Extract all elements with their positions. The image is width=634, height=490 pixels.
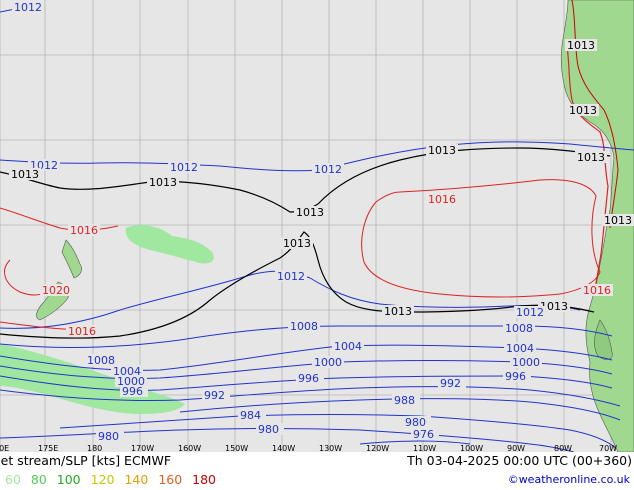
lon-label-1: 175E bbox=[38, 444, 58, 452]
lon-label-3: 170W bbox=[131, 444, 154, 452]
legend-180: 180 bbox=[192, 472, 217, 487]
legend-100: 100 bbox=[56, 472, 81, 487]
map-title: Jet stream/SLP [kts] ECMWF bbox=[0, 453, 172, 468]
map-canvas: 1012 1012 1012 1012 1013 1013 1013 1013 … bbox=[0, 0, 634, 452]
label-988: 988 bbox=[394, 394, 415, 407]
label-976: 976 bbox=[413, 428, 434, 441]
label-1013-south: 1013 bbox=[384, 305, 412, 318]
label-996-mid: 996 bbox=[298, 372, 319, 385]
lon-label-10: 100W bbox=[460, 444, 483, 452]
label-1016-west: 1016 bbox=[70, 224, 98, 237]
isobar-984 bbox=[59, 414, 617, 449]
label-1013-west: 1013 bbox=[11, 168, 39, 181]
longitude-labels: 70E 175E 180 170W 160W 150W 140W 130W 12… bbox=[0, 444, 617, 452]
label-1020-nz: 1020 bbox=[42, 284, 70, 297]
lon-label-9: 110W bbox=[413, 444, 436, 452]
isobar-988 bbox=[179, 398, 621, 421]
lon-label-11: 90W bbox=[507, 444, 525, 452]
label-1008-west: 1008 bbox=[87, 354, 115, 367]
label-1008-mid: 1008 bbox=[290, 320, 318, 333]
isobar-1016-east bbox=[361, 179, 601, 298]
lon-label-7: 130W bbox=[319, 444, 342, 452]
label-1016-east: 1016 bbox=[428, 193, 456, 206]
label-1013-ne: 1013 bbox=[428, 144, 456, 157]
label-1016-sw: 1016 bbox=[68, 325, 96, 338]
legend-120: 120 bbox=[90, 472, 115, 487]
label-1000-west: 1000 bbox=[117, 375, 145, 388]
new-zealand-north-island bbox=[61, 239, 82, 279]
label-996-west: 996 bbox=[122, 385, 143, 398]
label-1004-west: 1004 bbox=[113, 365, 141, 378]
label-1013-col: 1013 bbox=[283, 237, 311, 250]
label-992-east: 992 bbox=[440, 377, 461, 390]
isobar-1020-nz bbox=[4, 259, 47, 296]
label-1012-se: 1012 bbox=[516, 306, 544, 319]
isobar-1016-west bbox=[0, 207, 119, 231]
lon-label-6: 140W bbox=[272, 444, 295, 452]
label-984: 984 bbox=[240, 409, 261, 422]
label-992-west: 992 bbox=[204, 389, 225, 402]
lon-label-0: 70E bbox=[0, 444, 9, 452]
lon-label-4: 160W bbox=[178, 444, 201, 452]
label-1013-se: 1013 bbox=[540, 300, 568, 313]
legend-80: 80 bbox=[30, 472, 47, 487]
credit-link[interactable]: ©weatheronline.co.uk bbox=[507, 473, 630, 486]
label-1013-center: 1013 bbox=[296, 206, 324, 219]
label-1000-east: 1000 bbox=[512, 356, 540, 369]
lon-label-13: 70W bbox=[599, 444, 617, 452]
graticule bbox=[0, 0, 634, 452]
isobar-976 bbox=[359, 440, 471, 445]
jet-stream-core-pacific bbox=[125, 225, 214, 264]
label-1012-east: 1012 bbox=[314, 163, 342, 176]
label-1013-andes-3: 1013 bbox=[604, 214, 632, 227]
isobar-1013-north bbox=[0, 147, 611, 213]
label-1012-col: 1012 bbox=[277, 270, 305, 283]
legend-160: 160 bbox=[158, 472, 183, 487]
label-1004-east: 1004 bbox=[506, 342, 534, 355]
valid-time: Th 03-04-2025 00:00 UTC (00+360) bbox=[407, 453, 632, 468]
lon-label-5: 150W bbox=[225, 444, 248, 452]
label-1013-andes: 1013 bbox=[567, 39, 595, 52]
label-996-east: 996 bbox=[505, 370, 526, 383]
speed-legend: 60 80 100 120 140 160 180 bbox=[5, 472, 222, 487]
label-980-west: 980 bbox=[98, 430, 119, 443]
label-1013-coast: 1013 bbox=[577, 151, 605, 164]
label-1012-mid: 1012 bbox=[170, 161, 198, 174]
label-980-mid: 980 bbox=[258, 423, 279, 436]
legend-140: 140 bbox=[124, 472, 149, 487]
contour-labels: 1012 1012 1012 1012 1013 1013 1013 1013 … bbox=[9, 1, 634, 443]
label-1013-andes-2: 1013 bbox=[569, 104, 597, 117]
label-1013-mid: 1013 bbox=[149, 176, 177, 189]
label-980-east: 980 bbox=[405, 416, 426, 429]
label-1004-mid: 1004 bbox=[334, 340, 362, 353]
lon-label-8: 120W bbox=[366, 444, 389, 452]
lon-label-2: 180 bbox=[87, 444, 102, 452]
label-1008-east: 1008 bbox=[505, 322, 533, 335]
lon-label-12: 80W bbox=[554, 444, 572, 452]
label-1012-top: 1012 bbox=[14, 1, 42, 14]
legend-60: 60 bbox=[5, 472, 21, 487]
label-1016-coast: 1016 bbox=[583, 284, 611, 297]
label-1000-mid: 1000 bbox=[314, 356, 342, 369]
isobar-992 bbox=[0, 386, 621, 407]
isobar-996 bbox=[0, 375, 613, 391]
